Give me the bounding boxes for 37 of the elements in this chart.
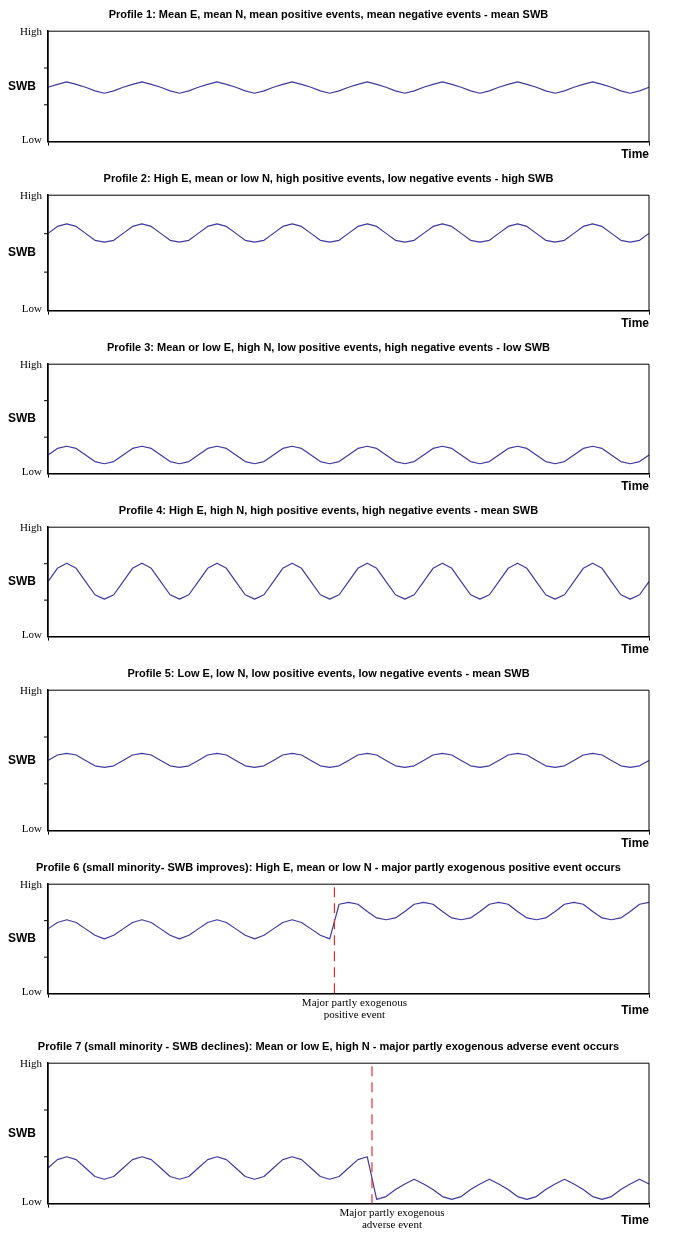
chart-title: Profile 1: Mean E, mean N, mean positive events, mean negative events - mean SWB bbox=[108, 7, 549, 20]
y-axis-title: SWB bbox=[8, 752, 37, 767]
x-axis-title: Time bbox=[621, 836, 650, 851]
chart-title: Profile 3: Mean or low E, high N, low positive events, high negative events - low SWB bbox=[106, 340, 551, 353]
chart-title: Profile 2: High E, mean or low N, high positive events, low negative events - high SWB bbox=[103, 171, 554, 184]
text: High bbox=[20, 683, 43, 696]
y-axis-title: SWB bbox=[8, 78, 37, 93]
chart-title: Profile 5: Low E, low N, low positive events, low negative events - mean SWB bbox=[127, 666, 530, 679]
text: Major partly exogenous adverse event bbox=[339, 1205, 445, 1230]
y-axis-title: SWB bbox=[8, 411, 37, 426]
text: High bbox=[20, 520, 43, 533]
chart-title: Profile 4: High E, high N, high positive events, high negative events - mean SWB bbox=[118, 503, 539, 516]
y-axis-title: SWB bbox=[8, 245, 37, 260]
y-axis-title: SWB bbox=[8, 1125, 37, 1140]
x-axis-title: Time bbox=[621, 1003, 650, 1018]
chart-title: Profile 7 (small minority - SWB declines): Mean or low E, high N - major partly exogenous adverse event occurs bbox=[37, 1039, 620, 1052]
text: High bbox=[20, 188, 43, 201]
x-axis-title: Time bbox=[621, 316, 650, 331]
text: Low bbox=[21, 1194, 43, 1207]
y-axis-title: SWB bbox=[8, 574, 37, 589]
text: High bbox=[20, 24, 43, 37]
x-axis-title: Time bbox=[621, 147, 650, 162]
chart-title: Profile 6 (small minority- SWB improves): High E, mean or low N - major partly exogenous positive event occurs bbox=[36, 860, 621, 873]
text: Low bbox=[21, 464, 43, 477]
text: Low bbox=[21, 301, 43, 314]
text: High bbox=[20, 357, 43, 370]
y-axis-title: SWB bbox=[8, 931, 37, 946]
x-axis-title: Time bbox=[621, 479, 650, 494]
text: High bbox=[20, 1056, 43, 1069]
text: Low bbox=[21, 627, 43, 640]
text: Low bbox=[21, 132, 43, 145]
x-axis-title: Time bbox=[621, 642, 650, 657]
text: High bbox=[20, 877, 43, 890]
text: Low bbox=[21, 984, 43, 997]
text: Low bbox=[21, 821, 43, 834]
text: Major partly exogenous positive event bbox=[301, 995, 407, 1020]
x-axis-title: Time bbox=[621, 1213, 650, 1228]
